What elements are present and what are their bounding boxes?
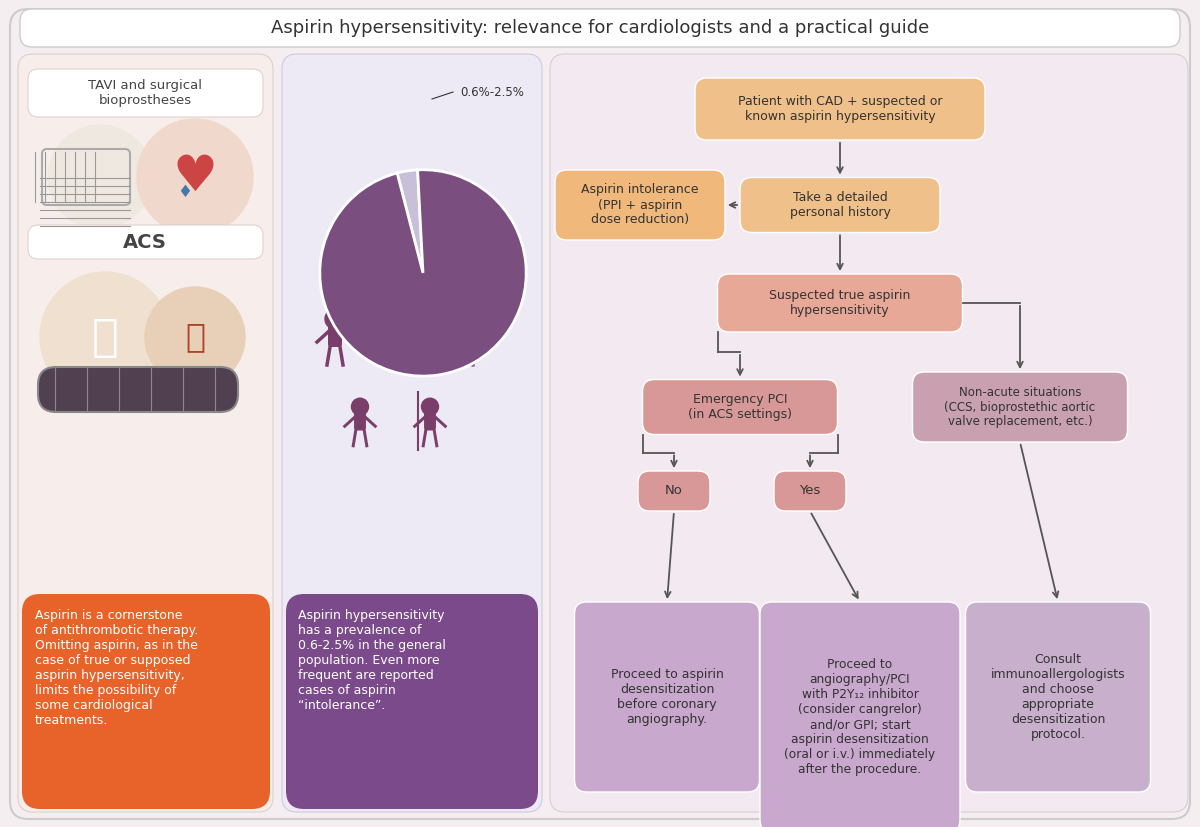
Circle shape [388, 294, 412, 318]
FancyBboxPatch shape [282, 54, 542, 812]
Text: TAVI and surgical
bioprostheses: TAVI and surgical bioprostheses [88, 79, 202, 107]
FancyBboxPatch shape [550, 54, 1188, 812]
Text: Patient with CAD + suspected or
known aspirin hypersensitivity: Patient with CAD + suspected or known as… [738, 95, 942, 123]
Text: ♦: ♦ [178, 183, 192, 201]
FancyBboxPatch shape [38, 367, 238, 412]
Circle shape [352, 398, 368, 415]
FancyBboxPatch shape [966, 602, 1151, 792]
FancyBboxPatch shape [718, 274, 962, 332]
Text: Aspirin is a cornerstone
of antithrombotic therapy.
Omitting aspirin, as in the
: Aspirin is a cornerstone of antithrombot… [35, 609, 198, 727]
FancyBboxPatch shape [774, 471, 846, 511]
FancyBboxPatch shape [575, 602, 760, 792]
Text: Aspirin hypersensitivity: relevance for cardiologists and a practical guide: Aspirin hypersensitivity: relevance for … [271, 19, 929, 37]
Wedge shape [320, 170, 526, 376]
Circle shape [48, 125, 152, 229]
FancyBboxPatch shape [354, 409, 366, 431]
Text: Non-acute situations
(CCS, bioprostethic aortic
valve replacement, etc.): Non-acute situations (CCS, bioprostethic… [944, 385, 1096, 428]
Text: Suspected true aspirin
hypersensitivity: Suspected true aspirin hypersensitivity [769, 289, 911, 317]
FancyBboxPatch shape [638, 471, 710, 511]
FancyBboxPatch shape [22, 594, 270, 809]
FancyBboxPatch shape [28, 225, 263, 259]
Text: Take a detailed
personal history: Take a detailed personal history [790, 191, 890, 219]
Text: Proceed to aspirin
desensitization
before coronary
angiography.: Proceed to aspirin desensitization befor… [611, 668, 724, 726]
Circle shape [455, 309, 475, 329]
Wedge shape [397, 170, 424, 273]
FancyBboxPatch shape [391, 309, 408, 339]
Text: 🫁: 🫁 [91, 315, 119, 358]
FancyBboxPatch shape [424, 409, 436, 431]
Text: 0.6%-2.5%: 0.6%-2.5% [460, 85, 524, 98]
Text: ACS: ACS [124, 232, 167, 251]
Circle shape [145, 287, 245, 387]
Text: No: No [665, 485, 683, 498]
FancyBboxPatch shape [28, 69, 263, 117]
FancyBboxPatch shape [328, 322, 342, 347]
Text: Aspirin hypersensitivity
has a prevalence of
0.6-2.5% in the general
population.: Aspirin hypersensitivity has a prevalenc… [298, 609, 446, 712]
Circle shape [40, 272, 170, 402]
FancyBboxPatch shape [642, 380, 838, 434]
FancyBboxPatch shape [760, 602, 960, 827]
Text: Emergency PCI
(in ACS settings): Emergency PCI (in ACS settings) [688, 393, 792, 421]
FancyBboxPatch shape [20, 9, 1180, 47]
Circle shape [421, 398, 438, 415]
Text: Proceed to
angiography/PCI
with P2Y₁₂ inhibitor
(consider cangrelor)
and/or GPI;: Proceed to angiography/PCI with P2Y₁₂ in… [785, 658, 936, 776]
FancyBboxPatch shape [18, 54, 274, 812]
Text: Yes: Yes [799, 485, 821, 498]
Text: Consult
immunoallergologists
and choose
appropriate
desensitization
protocol.: Consult immunoallergologists and choose … [991, 653, 1126, 741]
FancyBboxPatch shape [10, 9, 1190, 819]
FancyBboxPatch shape [458, 322, 472, 347]
FancyBboxPatch shape [912, 372, 1128, 442]
Text: Aspirin intolerance
(PPI + aspirin
dose reduction): Aspirin intolerance (PPI + aspirin dose … [581, 184, 698, 227]
Text: ♥: ♥ [173, 153, 217, 201]
FancyBboxPatch shape [286, 594, 538, 809]
Circle shape [137, 119, 253, 235]
Text: 🫀: 🫀 [185, 321, 205, 353]
FancyBboxPatch shape [554, 170, 725, 240]
FancyBboxPatch shape [695, 78, 985, 140]
Circle shape [325, 309, 346, 329]
FancyBboxPatch shape [740, 178, 940, 232]
